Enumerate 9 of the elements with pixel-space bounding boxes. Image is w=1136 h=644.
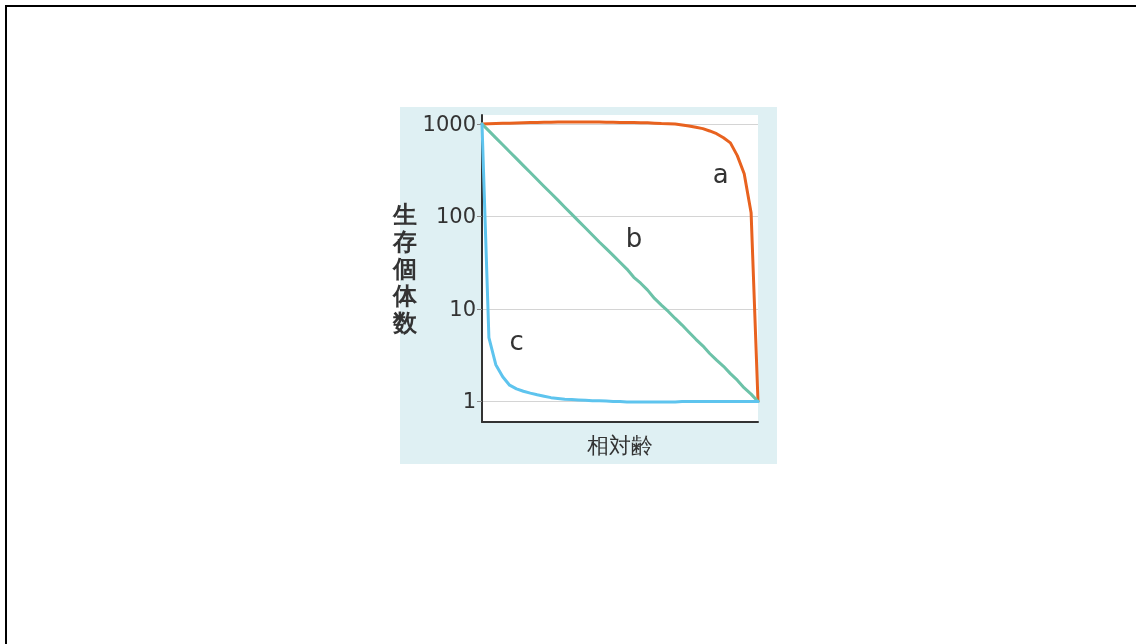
series-label: b (625, 223, 643, 254)
y-tick-label: 100 (435, 204, 476, 229)
x-axis-title: 相対齢 (587, 432, 653, 458)
y-tick-label: 1 (462, 389, 476, 414)
series-label: a (712, 158, 729, 189)
y-tick-label: 1000 (422, 111, 476, 136)
y-axis-title: 生存個体数 (391, 200, 418, 337)
y-tick-label: 10 (449, 296, 476, 321)
series-label: c (509, 325, 524, 356)
